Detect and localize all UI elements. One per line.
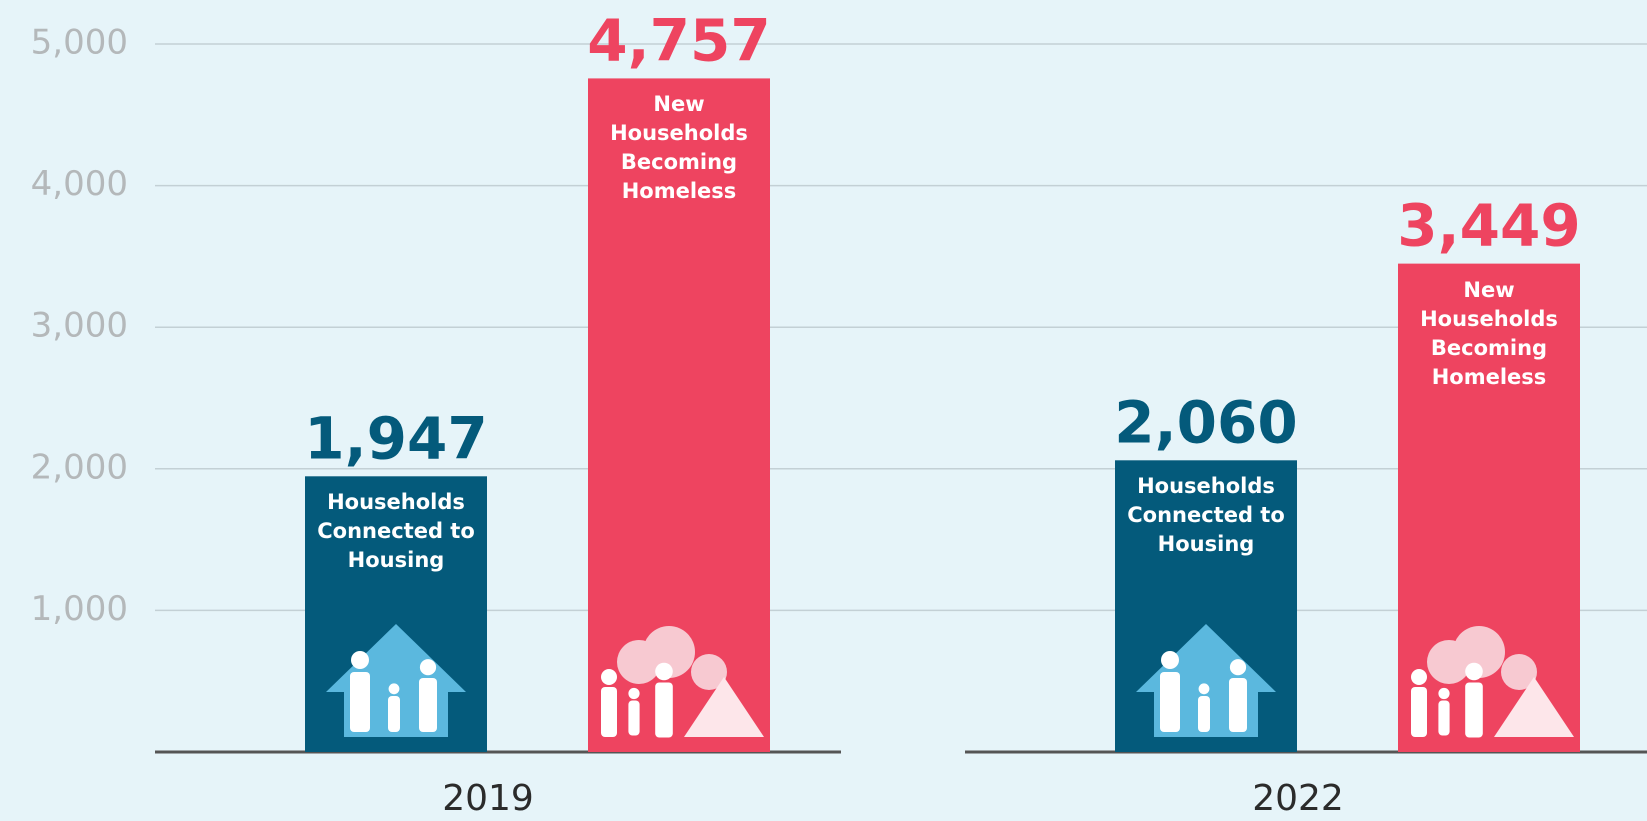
figure-icon: [388, 683, 400, 695]
y-tick-label: 4,000: [31, 164, 128, 204]
figure-icon: [419, 659, 437, 676]
figure-icon: [1465, 662, 1483, 681]
bar-label: New Households Becoming Homeless: [610, 92, 748, 204]
bar-label: New Households Becoming Homeless: [1420, 277, 1558, 389]
figure-icon: [351, 651, 369, 669]
figure-icon: [419, 678, 437, 732]
figure-icon: [1198, 696, 1210, 732]
figure-icon: [655, 682, 673, 738]
series-name: New Households Becoming Homeless: [610, 92, 748, 204]
y-tick-label: 1,000: [31, 589, 128, 629]
tent-icon: [1494, 677, 1574, 737]
figure-icon: [628, 687, 640, 700]
series-name: New Households Becoming Homeless: [1420, 277, 1558, 389]
tree-icon: [1501, 654, 1537, 690]
figure-icon: [1411, 687, 1427, 737]
y-tick-label: 3,000: [31, 306, 128, 346]
figure-icon: [655, 662, 673, 681]
y-tick-label: 2,000: [31, 447, 128, 487]
value-label: 3,449: [1397, 192, 1580, 260]
value-label: 2,060: [1114, 388, 1297, 456]
figure-icon: [1411, 669, 1427, 685]
figure-icon: [1160, 672, 1180, 732]
figure-icon: [628, 700, 640, 736]
bar-label: Households Connected to Housing: [317, 490, 475, 573]
tent-icon: [684, 677, 764, 737]
bar-label: Households Connected to Housing: [1127, 474, 1285, 557]
x-tick-label: 2022: [1252, 778, 1344, 819]
tree-icon: [1453, 626, 1505, 678]
x-tick-label: 2019: [442, 778, 534, 819]
figure-icon: [1198, 683, 1210, 695]
value-label: 1,947: [304, 404, 487, 472]
y-tick-label: 5,000: [31, 23, 128, 63]
figure-icon: [1229, 678, 1247, 732]
series-name: Households Connected to Housing: [1127, 474, 1285, 557]
figure-icon: [601, 669, 617, 685]
figure-icon: [388, 696, 400, 732]
tree-icon: [691, 654, 727, 690]
figure-icon: [1438, 687, 1450, 700]
value-label: 4,757: [587, 7, 770, 75]
series-name: Households Connected to Housing: [317, 490, 475, 573]
tree-icon: [643, 626, 695, 678]
figure-icon: [1229, 659, 1247, 676]
figure-icon: [1161, 651, 1179, 669]
figure-icon: [601, 687, 617, 737]
figure-icon: [1465, 682, 1483, 738]
figure-icon: [350, 672, 370, 732]
figure-icon: [1438, 700, 1450, 736]
